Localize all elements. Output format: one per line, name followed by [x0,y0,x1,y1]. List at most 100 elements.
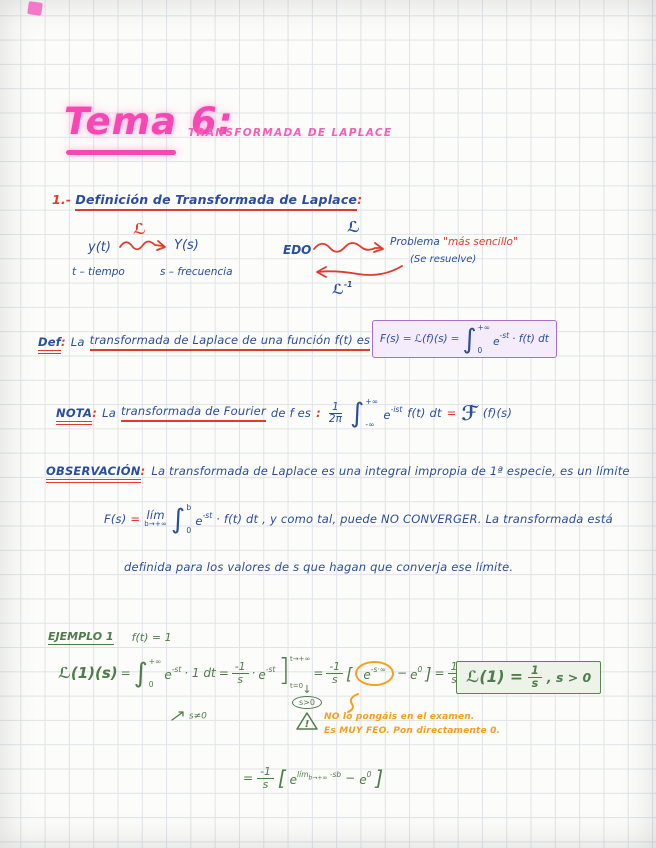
nota-label: NOTA [56,406,93,425]
integral: ∫ +∞ -∞ [350,397,379,429]
t-label: t – tiempo [72,266,125,278]
close-bracket: ] [375,766,384,790]
inverse-laplace-operator: ℒ-1 [332,280,352,298]
def-pre: La [70,335,85,349]
map-edo: EDO [283,243,312,257]
obs-label: OBSERVACIÓN [46,464,141,483]
box-eq1: = [402,333,412,345]
ejemplo-function: f(t) = 1 [131,631,172,644]
down-arrow-icon: ↓ [302,683,312,696]
eq1: = [120,666,131,680]
laplace-operator-left: ℒ [133,220,146,238]
obs-line3: definida para los valores de s que hagan… [124,560,514,574]
title-block: Tema 6: [64,100,234,143]
ejemplo-formula: ℒ(1)(s) = ∫ +∞ 0 e-st · 1 dt = -1 s · e-st… [58,653,461,690]
squiggle-arrow-icon [313,242,384,253]
obs-line2-rest: y como tal, puede NO CONVERGER. La trans… [269,512,613,526]
eq3: = [313,666,324,680]
integral-sign: ∫ [462,323,477,355]
section-heading: 1.- Definición de Transformada de Laplac… [52,192,363,211]
box-mid: ℒ(f)(s) [414,333,448,345]
minus: − [397,666,408,680]
nota-colon: : [92,406,98,420]
nota-post: de f es [270,406,312,420]
eq4: = [434,666,445,680]
box-lhs: F(s) [380,333,400,345]
orange-callout-arrow-icon [347,693,359,713]
obs-tail: · f(t) dt , [216,512,266,526]
section-colon: : [357,192,363,207]
integral: ∫ +∞ 0 [462,324,490,354]
limit: lím b→+∞ [144,507,168,529]
exp-term: e0 [359,769,372,787]
s-positive-condition: s>0 [292,696,322,709]
map-resuelve: (Se resuelve) [410,254,477,265]
warning-triangle-icon: ! [296,712,318,730]
fraction: 1 2π [328,400,343,425]
page-title: Tema 6: [64,100,234,143]
exp-term: e-st [258,664,276,682]
box-eq2: = [450,333,460,345]
evaluation-bracket: ] t→+∞ t=0 [278,653,311,690]
nota-pre: La [102,406,116,420]
exp-term: e-st [493,330,510,348]
def-underlined: transformada de Laplace de una función f… [89,333,371,351]
open-bracket: [ [277,766,286,790]
fraction: -1 s [326,661,344,685]
exp-limit-term: elímb→+∞ -sb [289,769,342,787]
orange-note-line2: Es MUY FEO. Pon directamente 0. [324,726,501,736]
return-arrow-icon [316,265,403,278]
svg-text:!: ! [305,719,310,730]
result-condition: , s > 0 [546,669,592,685]
exp-term: e-st [195,510,213,528]
section-number: 1.- [52,192,72,207]
def-colon: : [60,335,66,349]
inverse-laplace-exp: -1 [344,280,353,289]
integral-lower: 0 [477,345,483,355]
integral-upper: +∞ [477,323,491,332]
condition-annotation: ↓ s>0 ! [292,684,322,732]
squiggle-arrow-icon [119,240,166,251]
inverse-laplace-base: ℒ [332,282,344,298]
title-underline [66,150,176,155]
definition-line: Def: La transformada de Laplace de una f… [38,333,380,354]
exp-term: e-st [164,664,182,682]
open-bracket: [ [346,663,353,683]
nota-colon2: : [316,406,321,420]
formula-lhs: ℒ(1)(s) [58,664,118,682]
nota-underlined: transformada de Fourier [120,404,266,422]
fourier-operator: ℱ [461,401,478,425]
s-label: s – frecuencia [160,266,233,278]
circled-vanishing-term: e-s·∞ [355,660,395,686]
dot: · [251,666,256,680]
obs-lhs: F(s) [104,512,127,526]
section-title: Definición de Transformada de Laplace [75,192,358,211]
laplace-operator-right: ℒ [347,218,360,236]
ejemplo-heading: EJEMPLO 1 f(t) = 1 [48,630,172,645]
eq2: = [218,666,229,680]
obs-line1: La transformada de Laplace es una integr… [151,464,630,478]
obs-colon: : [140,464,146,478]
nota-tail: f(t) dt [407,406,442,420]
laplace-definition-box: F(s) = ℒ(f)(s) = ∫ +∞ 0 e-st · f(t) dt [372,320,557,358]
obs-eq: = [130,512,141,526]
orange-note-line1: NO lo pongáis en el examen. [324,712,475,722]
integral: ∫ +∞ 0 [133,657,162,689]
def-label: Def [38,335,61,354]
observacion-line: OBSERVACIÓN: La transformada de Laplace … [46,464,630,483]
nota-line: NOTA: La transformada de Fourier de f es… [56,398,512,428]
result-pre: ℒ(1) = [466,668,524,687]
pink-corner-mark [27,1,43,16]
map-Ys: Y(s) [174,238,199,253]
bottom-formula: = -1 s [ elímb→+∞ -sb − e0 ] [243,766,383,790]
mid1: · 1 dt [184,666,216,680]
fourier-args: (f)(s) [482,406,513,420]
page-subtitle: TRANSFORMADA DE LAPLACE [188,127,393,139]
fraction: -1 s [231,661,249,685]
